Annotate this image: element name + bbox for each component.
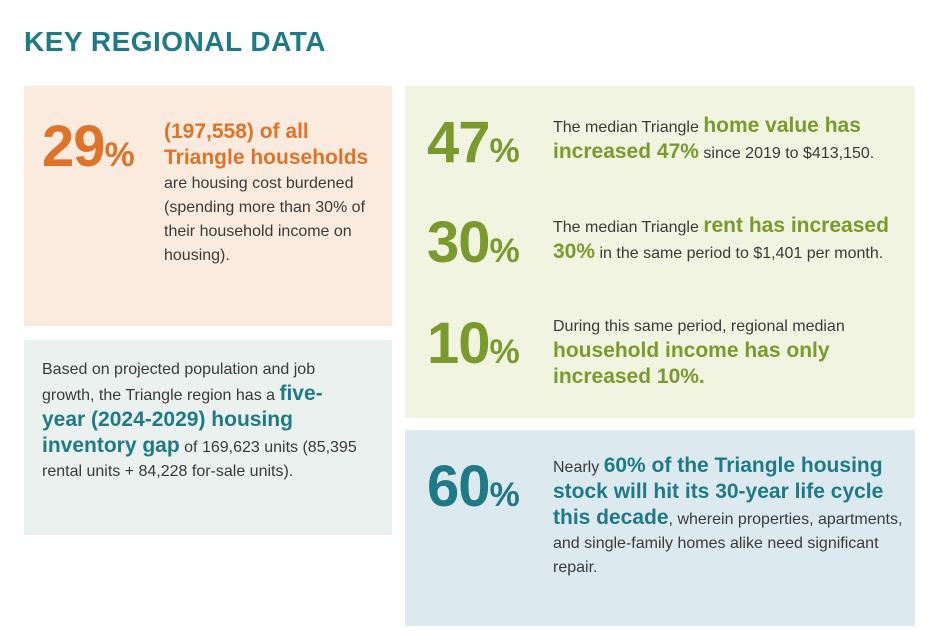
gap-post: of 169,623 units (85,395 rental units + … (42, 439, 357, 480)
stock-percent: % (489, 476, 520, 514)
income-percent: % (489, 333, 520, 371)
home-value-post: since 2019 to $413,150. (698, 145, 875, 162)
gap-text: Based on projected population and job gr… (42, 358, 357, 484)
stock-stat: 60% (427, 458, 520, 516)
home-value-percent: % (489, 132, 520, 170)
income-highlight: household income has only increased 10%. (553, 339, 830, 388)
stock-number: 60 (427, 454, 491, 519)
housing-stock-card: 60% Nearly 60% of the Triangle housing s… (405, 430, 915, 626)
burden-stat-percent: % (104, 136, 135, 174)
income-pre: During this same period, regional median (553, 318, 845, 335)
burden-highlight: (197,558) of all Triangle households (164, 120, 369, 169)
housing-burden-card: 29% (197,558) of all Triangle households… (24, 86, 392, 326)
home-value-number: 47 (427, 110, 491, 175)
income-text: During this same period, regional median… (553, 315, 863, 391)
income-number: 10 (427, 311, 491, 376)
rent-percent: % (489, 232, 520, 270)
stock-post: , wherein properties, apartments, and si… (553, 511, 903, 576)
home-value-text: The median Triangle home value has incre… (553, 114, 898, 166)
stock-pre: Nearly (553, 459, 604, 476)
burden-rest-1: are (164, 175, 188, 192)
inventory-gap-card: Based on projected population and job gr… (24, 340, 392, 535)
rent-number: 30 (427, 210, 491, 275)
rent-stat: 30% (427, 214, 520, 272)
burden-text: (197,558) of all Triangle households are… (164, 120, 374, 268)
income-stat: 10% (427, 315, 520, 373)
cost-trends-card: 47% The median Triangle home value has i… (405, 86, 915, 418)
stock-text: Nearly 60% of the Triangle housing stock… (553, 454, 903, 580)
burden-stat-number: 29 (42, 114, 106, 179)
home-value-pre: The median Triangle (553, 119, 704, 136)
page-title: KEY REGIONAL DATA (24, 26, 327, 57)
gap-pre: Based on projected population and job gr… (42, 361, 316, 404)
stock-highlight: 60% of the Triangle housing stock will h… (553, 454, 884, 529)
burden-stat: 29% (42, 118, 135, 176)
home-value-stat: 47% (427, 114, 520, 172)
rent-text: The median Triangle rent has increased 3… (553, 214, 898, 266)
rent-highlight: rent has increased 30% (553, 214, 889, 263)
rent-post: in the same period to $1,401 per month. (595, 245, 884, 262)
burden-rest-2: housing cost burdened (spending more tha… (164, 175, 366, 264)
gap-highlight: five-year (2024-2029) housing inventory … (42, 382, 323, 457)
home-value-highlight: home value has increased 47% (553, 114, 861, 163)
rent-pre: The median Triangle (553, 219, 704, 236)
